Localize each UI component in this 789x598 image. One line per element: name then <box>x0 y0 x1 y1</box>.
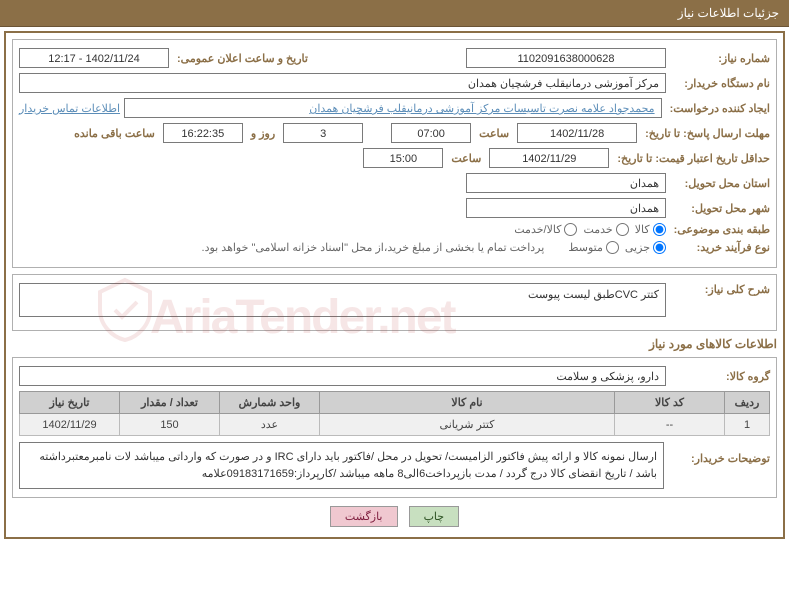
row-creator: ایجاد کننده درخواست: محمدجواد علامه نصرت… <box>19 98 770 118</box>
td-code: -- <box>615 414 725 436</box>
items-section-title: اطلاعات کالاهای مورد نیاز <box>12 337 777 351</box>
row-city: شهر محل تحویل: همدان <box>19 198 770 218</box>
row-group: گروه کالا: دارو، پزشکی و سلامت <box>19 366 770 386</box>
time-label-1: ساعت <box>475 127 513 140</box>
process-label: نوع فرآیند خرید: <box>670 241 770 254</box>
category-label: طبقه بندی موضوعی: <box>670 223 770 236</box>
validity-date: 1402/11/29 <box>489 148 609 168</box>
process-note: پرداخت تمام یا بخشی از مبلغ خرید،از محل … <box>202 241 545 254</box>
group-value: دارو، پزشکی و سلامت <box>19 366 666 386</box>
th-name: نام کالا <box>320 392 615 414</box>
td-qty: 150 <box>120 414 220 436</box>
outer-panel: شماره نیاز: 1102091638000628 تاریخ و ساع… <box>4 31 785 539</box>
row-validity: حداقل تاریخ اعتبار قیمت: تا تاریخ: 1402/… <box>19 148 770 168</box>
deadline-date: 1402/11/28 <box>517 123 637 143</box>
row-process: نوع فرآیند خرید: جزیی متوسط پرداخت تمام … <box>19 241 770 254</box>
radio-khedmat-item[interactable]: خدمت <box>583 223 628 236</box>
back-button[interactable]: بازگشت <box>330 506 398 527</box>
announce-label: تاریخ و ساعت اعلان عمومی: <box>173 52 312 65</box>
radio-khedmat-label: خدمت <box>583 223 612 236</box>
description-panel: شرح کلی نیاز: کتتر CVCطبق لیست پیوست <box>12 274 777 331</box>
hours-remaining: 16:22:35 <box>163 123 243 143</box>
td-unit: عدد <box>220 414 320 436</box>
radio-kala[interactable] <box>653 223 666 236</box>
row-deadline: مهلت ارسال پاسخ: تا تاریخ: 1402/11/28 سا… <box>19 123 770 143</box>
province-label: استان محل تحویل: <box>670 177 770 190</box>
items-table: ردیف کد کالا نام کالا واحد شمارش تعداد /… <box>19 391 770 436</box>
city-value: همدان <box>466 198 666 218</box>
radio-kala-khedmat-item[interactable]: کالا/خدمت <box>514 223 577 236</box>
validity-label: حداقل تاریخ اعتبار قیمت: تا تاریخ: <box>613 152 770 165</box>
buyer-notes-label: توضیحات خریدار: <box>670 442 770 465</box>
deadline-label: مهلت ارسال پاسخ: تا تاریخ: <box>641 127 770 140</box>
td-name: کتتر شریانی <box>320 414 615 436</box>
validity-time: 15:00 <box>363 148 443 168</box>
need-no-label: شماره نیاز: <box>670 52 770 65</box>
row-main-desc: شرح کلی نیاز: کتتر CVCطبق لیست پیوست <box>19 283 770 317</box>
row-province: استان محل تحویل: همدان <box>19 173 770 193</box>
main-desc-value: کتتر CVCطبق لیست پیوست <box>19 283 666 317</box>
panel-title: جزئیات اطلاعات نیاز <box>678 6 779 20</box>
city-label: شهر محل تحویل: <box>670 202 770 215</box>
time-label-2: ساعت <box>447 152 485 165</box>
items-panel: گروه کالا: دارو، پزشکی و سلامت ردیف کد ک… <box>12 357 777 498</box>
process-radio-group: جزیی متوسط <box>568 241 666 254</box>
radio-khedmat[interactable] <box>616 223 629 236</box>
hours-label: ساعت باقی مانده <box>70 127 159 140</box>
row-need-no: شماره نیاز: 1102091638000628 تاریخ و ساع… <box>19 48 770 68</box>
table-row: 1 -- کتتر شریانی عدد 150 1402/11/29 <box>20 414 770 436</box>
th-unit: واحد شمارش <box>220 392 320 414</box>
radio-kala-khedmat[interactable] <box>564 223 577 236</box>
group-label: گروه کالا: <box>670 370 770 383</box>
radio-kala-item[interactable]: کالا <box>635 223 666 236</box>
td-row: 1 <box>725 414 770 436</box>
announce-value: 1402/11/24 - 12:17 <box>19 48 169 68</box>
td-date: 1402/11/29 <box>20 414 120 436</box>
radio-motavaset-item[interactable]: متوسط <box>568 241 619 254</box>
row-category: طبقه بندی موضوعی: کالا خدمت کالا/خدمت <box>19 223 770 236</box>
main-desc-label: شرح کلی نیاز: <box>670 283 770 296</box>
need-no-value: 1102091638000628 <box>466 48 666 68</box>
row-buyer: نام دستگاه خریدار: مرکز آموزشی درمانیقلب… <box>19 73 770 93</box>
radio-jozi[interactable] <box>653 241 666 254</box>
buyer-value: مرکز آموزشی درمانیقلب فرشچیان همدان <box>19 73 666 93</box>
creator-label: ایجاد کننده درخواست: <box>666 102 770 115</box>
province-value: همدان <box>466 173 666 193</box>
contact-link[interactable]: اطلاعات تماس خریدار <box>19 102 120 115</box>
radio-jozi-item[interactable]: جزیی <box>625 241 666 254</box>
panel-header: جزئیات اطلاعات نیاز <box>0 0 789 27</box>
th-row: ردیف <box>725 392 770 414</box>
form-panel: شماره نیاز: 1102091638000628 تاریخ و ساع… <box>12 39 777 268</box>
buyer-notes-value: ارسال نمونه کالا و ارائه پیش فاکتور الزا… <box>19 442 664 489</box>
deadline-time: 07:00 <box>391 123 471 143</box>
radio-motavaset-label: متوسط <box>568 241 603 254</box>
row-buyer-notes: توضیحات خریدار: ارسال نمونه کالا و ارائه… <box>19 442 770 489</box>
buttons-row: چاپ بازگشت <box>12 506 777 527</box>
print-button[interactable]: چاپ <box>409 506 460 527</box>
days-remaining: 3 <box>283 123 363 143</box>
th-qty: تعداد / مقدار <box>120 392 220 414</box>
creator-value: محمدجواد علامه نصرت تاسیسات مرکز آموزشی … <box>124 98 662 118</box>
table-header-row: ردیف کد کالا نام کالا واحد شمارش تعداد /… <box>20 392 770 414</box>
radio-kala-label: کالا <box>635 223 650 236</box>
th-code: کد کالا <box>615 392 725 414</box>
category-radio-group: کالا خدمت کالا/خدمت <box>514 223 665 236</box>
buyer-label: نام دستگاه خریدار: <box>670 77 770 90</box>
radio-kala-khedmat-label: کالا/خدمت <box>514 223 561 236</box>
radio-jozi-label: جزیی <box>625 241 650 254</box>
th-date: تاریخ نیاز <box>20 392 120 414</box>
days-label: روز و <box>247 127 279 140</box>
radio-motavaset[interactable] <box>606 241 619 254</box>
